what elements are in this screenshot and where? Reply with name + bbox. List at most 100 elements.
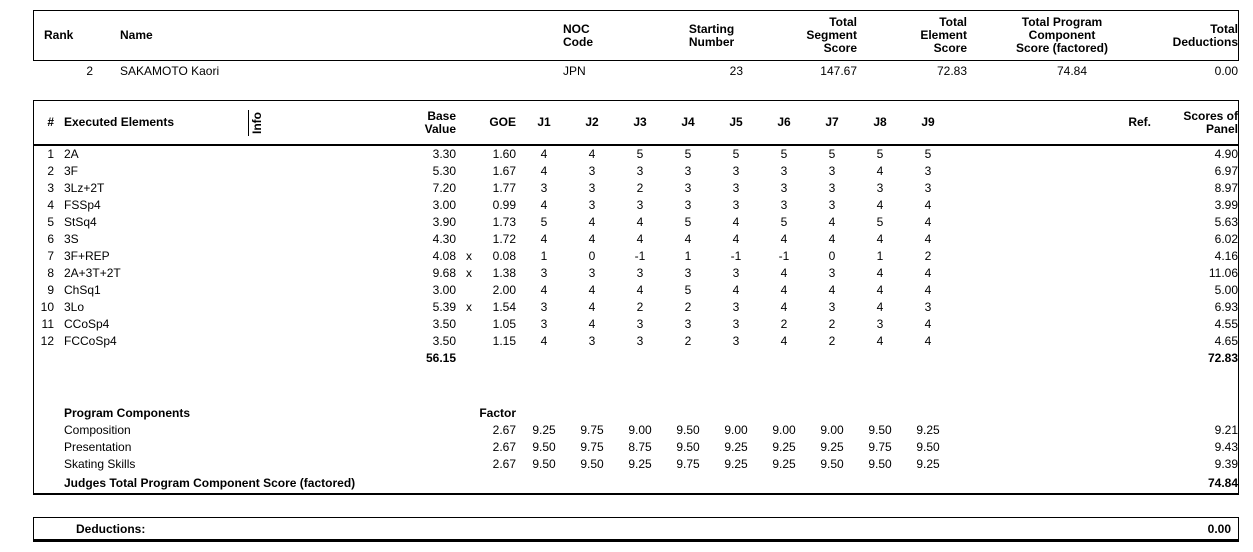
blank-cell [34, 350, 58, 367]
judge-score: 3 [732, 317, 740, 331]
element-panel-score: 5.63 [1214, 215, 1238, 229]
element-panel-score: 11.06 [1208, 266, 1238, 280]
element-x-marker [456, 214, 482, 231]
element-goe: 1.73 [492, 215, 516, 229]
judge-score: 9.25 [916, 423, 940, 437]
judge-score: 4 [540, 164, 548, 178]
info-column-header: Info [231, 101, 281, 146]
element-row: 10 3Lo 5.39 x 1.54 3 4 2 2 3 4 3 4 3 6 [34, 299, 1238, 316]
judge-score: 9.25 [820, 440, 844, 454]
judge-score: 4 [924, 283, 932, 297]
element-x-marker [456, 282, 482, 299]
judge-score: 3 [924, 300, 932, 314]
element-number: 1 [47, 147, 54, 161]
element-ref [952, 145, 1151, 163]
judge-score: -1 [730, 249, 742, 263]
element-ref [952, 214, 1151, 231]
blank-cell [34, 473, 58, 493]
element-name: 2A+3T+2T [64, 266, 121, 280]
total-element-score-header: Total Element Score [920, 15, 967, 55]
judge-score: 2 [684, 300, 692, 314]
total-deductions-header: Total Deductions [1172, 21, 1238, 49]
judge-score: 9.25 [724, 440, 748, 454]
element-x-marker [456, 316, 482, 333]
judge-score: 9.25 [724, 457, 748, 471]
element-row: 12 FCCoSp4 3.50 1.15 4 3 3 2 3 4 2 4 4 [34, 333, 1238, 350]
judging-table-header-row: # Executed Elements Info Base Value GOE … [34, 101, 1238, 146]
component-ref [952, 439, 1151, 456]
judge-score: 3 [732, 198, 740, 212]
judge-score: 4 [588, 300, 596, 314]
goe-header: GOE [482, 101, 520, 146]
blank-cell [34, 367, 1238, 405]
element-panel-score: 6.02 [1214, 232, 1238, 246]
element-row: 9 ChSq1 3.00 2.00 4 4 4 5 4 4 4 4 4 5 [34, 282, 1238, 299]
element-name: 3F+REP [64, 249, 110, 263]
judge-score: 3 [684, 198, 692, 212]
element-info [231, 282, 281, 299]
judge-score: 5 [684, 215, 692, 229]
component-name: Skating Skills [64, 457, 136, 471]
element-name: 3S [64, 232, 79, 246]
factor-header: Factor [479, 406, 516, 420]
judge-score: 4 [588, 317, 596, 331]
element-base-value: 3.30 [432, 147, 456, 161]
judge-score: 5 [828, 147, 836, 161]
element-row: 7 3F+REP 4.08 x 0.08 1 0 -1 1 -1 -1 0 1 … [34, 248, 1238, 265]
ref-header: Ref. [952, 101, 1151, 146]
element-panel-score: 6.97 [1214, 164, 1238, 178]
judge-score: 5 [924, 147, 932, 161]
component-row: Skating Skills 2.67 9.50 9.50 9.25 9.75 … [34, 456, 1238, 473]
deductions-value: 0.00 [1207, 521, 1231, 536]
judge-score: 4 [924, 317, 932, 331]
judging-table-box: # Executed Elements Info Base Value GOE … [33, 100, 1239, 495]
element-number: 3 [47, 181, 54, 195]
judge-score: 4 [876, 300, 884, 314]
element-ref [952, 333, 1151, 350]
element-x-marker [456, 231, 482, 248]
element-name: FSSp4 [64, 198, 101, 212]
element-ref [952, 248, 1151, 265]
element-number: 9 [47, 283, 54, 297]
element-goe: 1.05 [492, 317, 516, 331]
result-header-box: Rank Name NOC Code Starting Number Total… [33, 10, 1239, 61]
judge-score: 2 [684, 334, 692, 348]
blank-cell [34, 456, 58, 473]
element-info [231, 180, 281, 197]
name-header: Name [120, 28, 153, 42]
judge-score: 4 [828, 232, 836, 246]
judge-score: 3 [636, 334, 644, 348]
judge-score: 3 [588, 266, 596, 280]
component-panel-score: 9.21 [1214, 423, 1238, 437]
component-row: Composition 2.67 9.25 9.75 9.00 9.50 9.0… [34, 422, 1238, 439]
judge-8-header: J8 [856, 101, 904, 146]
blank-cell [34, 439, 58, 456]
noc-code-value: JPN [563, 64, 586, 78]
judge-score: 2 [828, 317, 836, 331]
judge-score: 3 [876, 181, 884, 195]
judge-score: 3 [540, 300, 548, 314]
judge-score: 9.50 [868, 423, 892, 437]
judge-score: 3 [588, 334, 596, 348]
element-ref [952, 163, 1151, 180]
element-info [231, 333, 281, 350]
judge-score: 4 [876, 232, 884, 246]
element-number: 6 [47, 232, 54, 246]
judge-score: 4 [780, 334, 788, 348]
judge-score: 9.50 [820, 457, 844, 471]
judge-score: 3 [924, 164, 932, 178]
judge-score: 4 [588, 232, 596, 246]
judge-score: 5 [780, 215, 788, 229]
element-info [231, 231, 281, 248]
element-base-value: 3.00 [432, 198, 456, 212]
judge-score: 4 [876, 198, 884, 212]
judge-score: 5 [780, 147, 788, 161]
component-panel-score: 9.39 [1214, 457, 1238, 471]
judge-score: 3 [588, 164, 596, 178]
judge-score: 4 [876, 334, 884, 348]
judge-score: 4 [540, 147, 548, 161]
blank-cell [952, 473, 1151, 493]
scores-of-panel-header: Scores of Panel [1151, 101, 1238, 146]
judge-score: 3 [780, 198, 788, 212]
judge-score: 9.00 [724, 423, 748, 437]
